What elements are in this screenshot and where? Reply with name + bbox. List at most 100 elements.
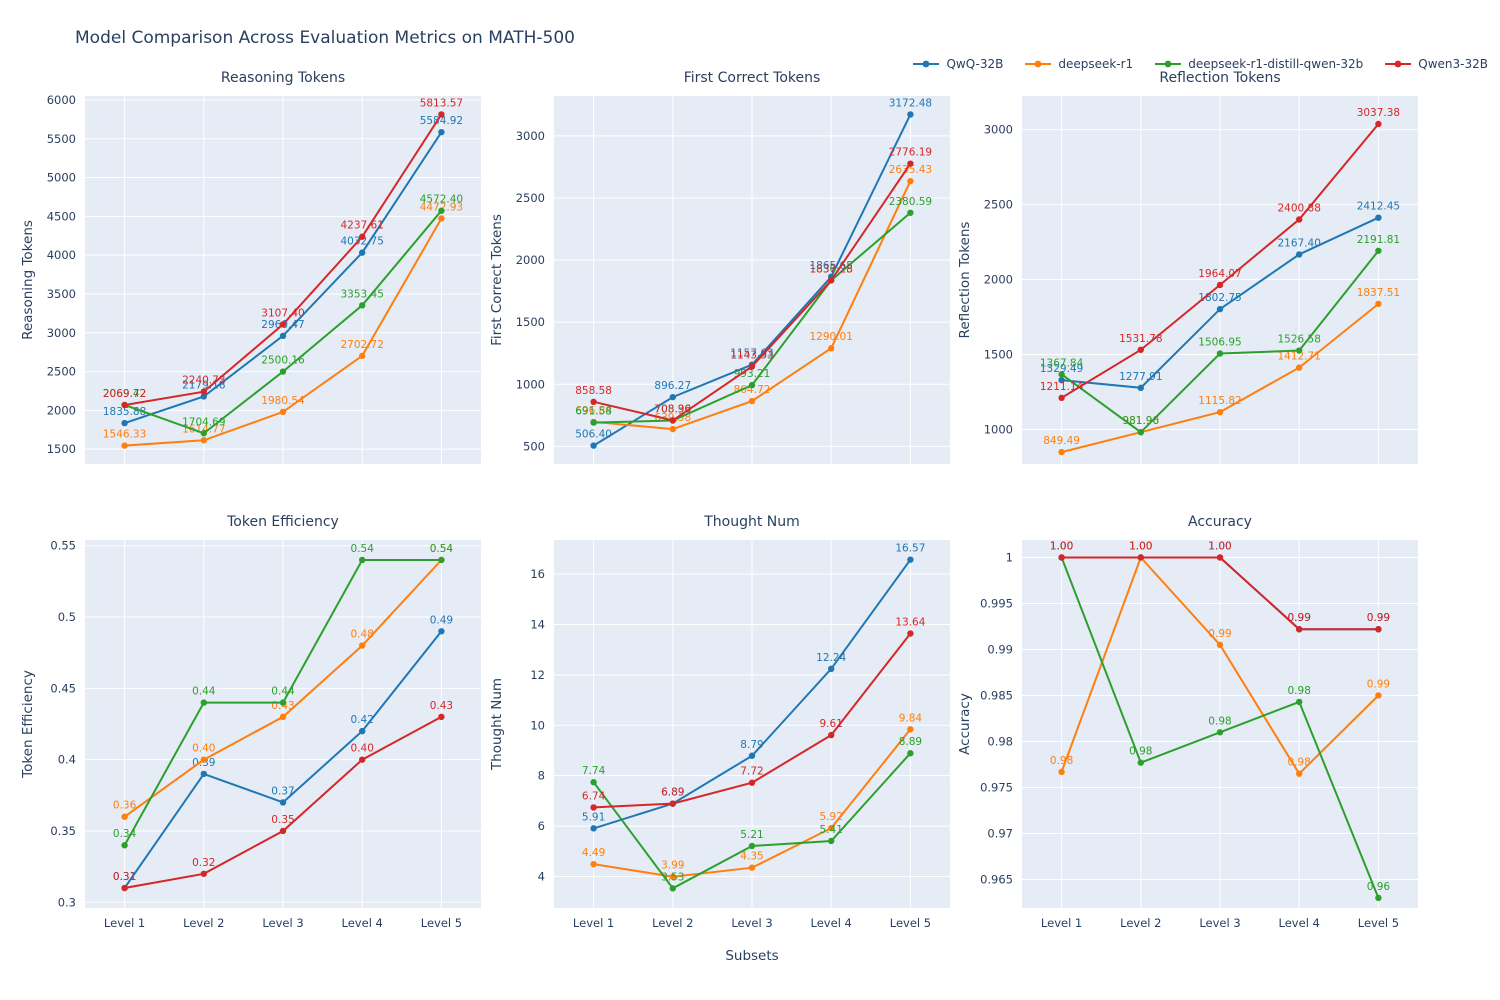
data-label: 8.79: [740, 739, 763, 751]
data-label: 4.35: [740, 851, 763, 863]
x-tick-label: Level 5: [1358, 916, 1399, 930]
y-tick-label: 3000: [516, 129, 545, 143]
subplot-title: Token Efficiency: [227, 514, 339, 530]
y-tick-label: 0.97: [987, 826, 1013, 840]
x-tick-label: Level 1: [573, 916, 614, 930]
plot-area-thought-num[interactable]: Level 1 Level 2 Level 3 Level 4 Level 5 4 6 8 10…: [530, 540, 950, 930]
data-point: [748, 363, 756, 370]
data-point: [748, 779, 756, 786]
figure-title: Model Comparison Across Evaluation Metri…: [75, 28, 575, 48]
data-point: [438, 128, 445, 136]
data-label: 6.89: [661, 787, 684, 799]
data-point: [1058, 394, 1065, 402]
data-label: 3172.48: [889, 97, 932, 109]
data-point: [669, 873, 676, 880]
y-tick-label: 8: [538, 769, 545, 783]
data-point: [1375, 300, 1382, 308]
y-tick-label: 2500: [984, 198, 1013, 212]
legend-label: deepseek-r1-distill-qwen-32b: [1188, 57, 1364, 71]
x-tick-label: Level 4: [811, 916, 852, 930]
legend-label: deepseek-r1: [1058, 57, 1134, 71]
data-point: [1296, 770, 1303, 777]
data-label: 1836.23: [809, 263, 852, 275]
plot-area-accuracy[interactable]: Level 1 Level 2 Level 3 Level 4 Level 5 0.965…: [980, 540, 1418, 930]
data-point: [907, 750, 914, 757]
data-label: 1.00: [1208, 540, 1231, 552]
data-label: 5.91: [582, 811, 605, 823]
data-label: 993.21: [734, 368, 771, 380]
y-tick-label: 4: [538, 869, 545, 883]
legend-marker-icon: [1164, 60, 1172, 68]
legend-item-deepseek-r1-distill-qwen-32b[interactable]: deepseek-r1-distill-qwen-32b: [1153, 57, 1363, 71]
data-label: 1506.95: [1198, 336, 1241, 348]
data-point: [121, 813, 128, 820]
data-label: 849.49: [1043, 435, 1080, 447]
y-axis-title: Reasoning Tokens: [20, 220, 36, 340]
legend-item-deepseek-r1[interactable]: deepseek-r1: [1023, 57, 1133, 71]
data-point: [279, 799, 287, 806]
data-label: 12.24: [816, 652, 846, 664]
data-point: [438, 207, 445, 214]
data-label: 2191.81: [1357, 234, 1400, 246]
data-point: [1375, 692, 1382, 699]
y-tick-label: 0.975: [980, 780, 1013, 794]
data-point: [279, 368, 287, 375]
data-label: 0.39: [192, 757, 215, 769]
plot-area-token-efficiency[interactable]: Level 1 Level 2 Level 3 Level 4 Level 5 0.3 0.…: [50, 539, 481, 930]
data-label: 6.89: [661, 787, 684, 799]
y-axis-title: Accuracy: [957, 693, 973, 755]
data-point: [828, 824, 835, 832]
data-label: 0.54: [430, 543, 454, 555]
data-point: [279, 827, 287, 835]
data-label: 0.98: [1208, 715, 1231, 727]
legend-swatch-icon: [1385, 60, 1412, 68]
data-label: 9.61: [820, 718, 843, 730]
data-point: [1058, 768, 1065, 776]
data-label: 896.27: [654, 380, 691, 392]
data-point: [359, 233, 366, 240]
y-tick-label: 2000: [516, 253, 545, 267]
data-point: [121, 884, 128, 892]
data-label: 0.99: [1288, 612, 1311, 624]
data-point: [121, 442, 128, 449]
data-point: [200, 699, 207, 706]
data-point: [279, 332, 287, 340]
data-label: 0.54: [351, 543, 375, 555]
subplot-reflection-tokens: Reflection Tokens Reflection Tokens 1000…: [957, 70, 1418, 464]
data-label: 7.72: [740, 766, 763, 778]
plot-area-reflection-tokens[interactable]: 1000 1500 2000 2500 3000 1329.49 1277.91 1802.7…: [984, 96, 1418, 464]
plot-area-reasoning-tokens[interactable]: 1500 2000 2500 3000 3500 4000 4500 5000 5500 6000…: [47, 93, 481, 464]
data-point: [828, 731, 835, 739]
data-label: 0.54: [430, 543, 454, 555]
data-label: 9.84: [899, 712, 923, 724]
data-label: 0.32: [192, 857, 215, 869]
data-label: 696.84: [575, 405, 612, 417]
y-tick-label: 10: [530, 718, 545, 732]
data-point: [438, 713, 445, 721]
data-label: 1.00: [1129, 540, 1152, 552]
data-point: [590, 825, 597, 832]
y-tick-label: 2500: [516, 191, 545, 205]
data-label: 1837.51: [1357, 287, 1400, 299]
data-point: [200, 870, 207, 877]
data-point: [590, 419, 597, 426]
subplot-title: Thought Num: [704, 514, 800, 530]
data-label: 2069.72: [103, 388, 146, 400]
y-tick-label: 5000: [47, 171, 76, 185]
subplot-title: First Correct Tokens: [683, 70, 821, 86]
legend-item-qwen3-32b[interactable]: Qwen3-32B: [1383, 57, 1488, 71]
data-point: [200, 437, 207, 444]
data-label: 0.98: [1129, 746, 1152, 758]
data-point: [359, 302, 366, 309]
data-label: 0.98: [1288, 685, 1311, 697]
data-label: 2635.43: [889, 164, 932, 176]
plot-area-first-correct-tokens[interactable]: 500 1000 1500 2000 2500 3000 506.40 896.27 1157.…: [516, 96, 950, 464]
y-tick-label: 3000: [47, 326, 76, 340]
data-label: 1802.75: [1198, 292, 1241, 304]
y-axis-title: Thought Num: [489, 677, 505, 771]
y-tick-label: 0.995: [980, 596, 1013, 610]
legend-item-qwq-32b[interactable]: QwQ-32B: [911, 57, 1003, 71]
x-tick-label: Level 2: [652, 916, 693, 930]
data-label: 4.49: [582, 847, 605, 859]
